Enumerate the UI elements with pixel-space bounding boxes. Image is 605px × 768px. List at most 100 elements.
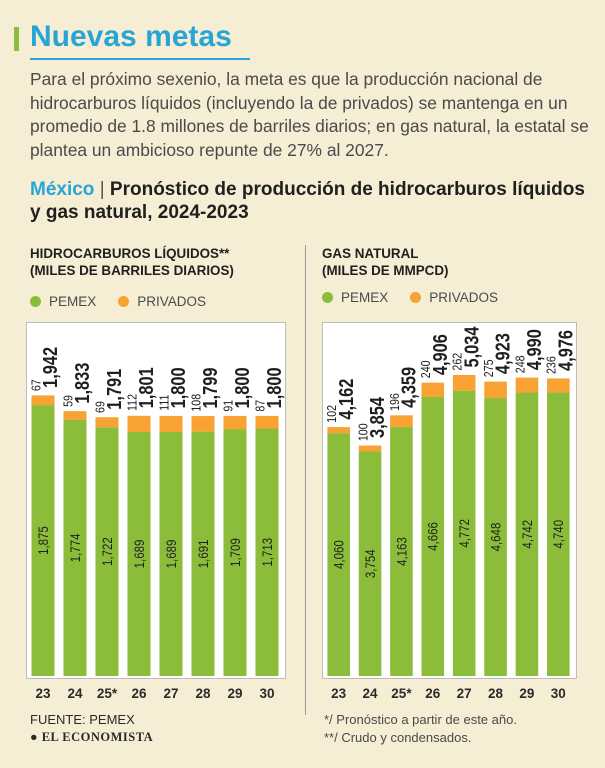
chart-heading: México | Pronóstico de producción de hid…: [30, 178, 590, 224]
liquids-bar-privados-4: [159, 415, 183, 432]
liquids-tick-7: 30: [259, 686, 275, 701]
liquids-label-total-1: 1,833: [71, 363, 94, 404]
liquids-label-pemex-3: 1,689: [131, 540, 147, 569]
liquids-footnote: **/ Crudo y condensados.: [324, 730, 472, 745]
gas-label-total-5: 4,923: [491, 333, 514, 374]
gas-label-total-6: 4,990: [522, 329, 545, 370]
legend-item-privados: PRIVADOS: [118, 294, 206, 309]
liquids-tick-4: 27: [163, 686, 179, 701]
pemex-swatch-gas: [322, 292, 333, 303]
gas-label-privados-2: 196: [387, 393, 402, 411]
gas-label-privados-1: 100: [355, 423, 370, 441]
gas-label-pemex-6: 4,742: [519, 520, 535, 549]
gas-label-privados-3: 240: [418, 360, 433, 378]
liquids-label-privados-7: 87: [252, 400, 267, 412]
liquids-bar-pemex-0: [31, 405, 55, 676]
chart-heading-separator: |: [99, 179, 105, 200]
title-underline: [30, 58, 250, 60]
gas-label-pemex-5: 4,648: [487, 523, 503, 552]
gas-label-total-4: 5,034: [460, 326, 483, 368]
gas-tick-0: 23: [331, 686, 347, 701]
publisher-logo-icon: ●: [30, 730, 39, 744]
liquids-tick-3: 26: [131, 686, 147, 701]
liquids-tick-0: 23: [35, 686, 51, 701]
liquids-label-pemex-1: 1,774: [67, 533, 83, 562]
legend-item-privados-gas: PRIVADOS: [410, 290, 498, 305]
gas-bar-privados-0: [327, 427, 350, 434]
liquids-bar-pemex-1: [63, 419, 87, 676]
gas-label-pemex-3: 4,666: [425, 522, 441, 551]
gas-label-total-1: 3,854: [366, 396, 389, 438]
gas-tick-6: 29: [519, 686, 535, 701]
liquids-title: HIDROCARBUROS LÍQUIDOS**: [30, 246, 230, 261]
liquids-label-privados-1: 59: [60, 395, 75, 407]
liquids-label-pemex-2: 1,722: [99, 537, 115, 566]
liquids-label-pemex-0: 1,875: [35, 526, 51, 555]
gas-bar-pemex-0: [327, 433, 350, 676]
gas-tick-7: 30: [550, 686, 566, 701]
page-title: Nuevas metas: [30, 20, 232, 53]
gas-bar-pemex-1: [358, 451, 382, 676]
liquids-panel-title: HIDROCARBUROS LÍQUIDOS** (MILES DE BARRI…: [30, 245, 234, 279]
liquids-bar-privados-7: [255, 415, 279, 429]
chart-heading-country: México: [30, 179, 95, 200]
gas-tick-5: 28: [488, 686, 504, 701]
liquids-label-privados-0: 67: [28, 379, 43, 391]
gas-title: GAS NATURAL: [322, 246, 419, 261]
gas-bar-privados-6: [515, 377, 539, 393]
liquids-bar-pemex-2: [95, 427, 119, 676]
legend-label-privados: PRIVADOS: [137, 294, 207, 309]
gas-bar-privados-3: [421, 382, 445, 397]
liquids-label-total-7: 1,800: [263, 367, 286, 408]
gas-legend: PEMEX PRIVADOS: [322, 290, 520, 305]
gas-label-privados-0: 102: [324, 405, 339, 423]
gas-bar-pemex-3: [421, 396, 445, 676]
publisher-name: EL ECONOMISTA: [41, 730, 154, 744]
gas-label-pemex-0: 4,060: [330, 540, 346, 569]
gas-label-privados-5: 275: [481, 359, 496, 377]
pemex-swatch: [30, 296, 41, 307]
gas-bar-pemex-6: [515, 392, 539, 676]
liquids-bar-privados-5: [191, 416, 215, 432]
legend-label-pemex-gas: PEMEX: [341, 290, 389, 305]
gas-label-privados-4: 262: [450, 353, 465, 371]
gas-label-pemex-4: 4,772: [456, 519, 472, 548]
legend-label-pemex: PEMEX: [49, 294, 97, 309]
liquids-bar-pemex-4: [159, 431, 183, 676]
liquids-label-total-5: 1,799: [199, 368, 222, 409]
gas-tick-4: 27: [456, 686, 472, 701]
liquids-tick-5: 28: [195, 686, 211, 701]
liquids-units: (MILES DE BARRILES DIARIOS): [30, 263, 234, 278]
legend-item-pemex: PEMEX: [30, 294, 96, 309]
legend-label-privados-gas: PRIVADOS: [429, 290, 499, 305]
gas-bar-pemex-5: [484, 398, 507, 676]
liquids-bar-privados-0: [31, 395, 55, 406]
title-accent-bar: [14, 27, 19, 51]
liquids-bar-pemex-5: [191, 431, 215, 676]
liquids-label-total-4: 1,800: [167, 367, 190, 408]
gas-bar-privados-4: [452, 374, 476, 391]
gas-bar-privados-1: [358, 445, 382, 452]
liquids-label-privados-5: 108: [188, 394, 203, 412]
liquids-label-pemex-5: 1,691: [195, 539, 211, 568]
liquids-legend: PEMEX PRIVADOS: [30, 294, 228, 309]
liquids-label-pemex-7: 1,713: [259, 538, 275, 567]
liquids-label-privados-6: 91: [220, 399, 235, 411]
liquids-label-total-3: 1,801: [135, 367, 158, 408]
liquids-bar-privados-3: [127, 415, 151, 432]
privados-swatch: [118, 296, 130, 307]
gas-label-privados-6: 248: [512, 355, 527, 373]
liquids-bar-pemex-7: [255, 428, 279, 676]
liquids-bar-pemex-6: [223, 429, 247, 676]
chart-heading-text: Pronóstico de producción de hidrocarburo…: [30, 179, 585, 223]
gas-label-total-2: 4,359: [397, 367, 420, 408]
liquids-bar-privados-2: [95, 417, 119, 428]
gas-tick-1: 24: [362, 686, 378, 701]
liquids-bar-privados-6: [223, 415, 247, 430]
legend-item-pemex-gas: PEMEX: [322, 290, 388, 305]
publisher-logo: ● EL ECONOMISTA: [30, 730, 153, 745]
panel-divider: [305, 245, 306, 715]
liquids-label-total-0: 1,942: [39, 347, 62, 388]
gas-label-privados-7: 236: [544, 356, 559, 374]
